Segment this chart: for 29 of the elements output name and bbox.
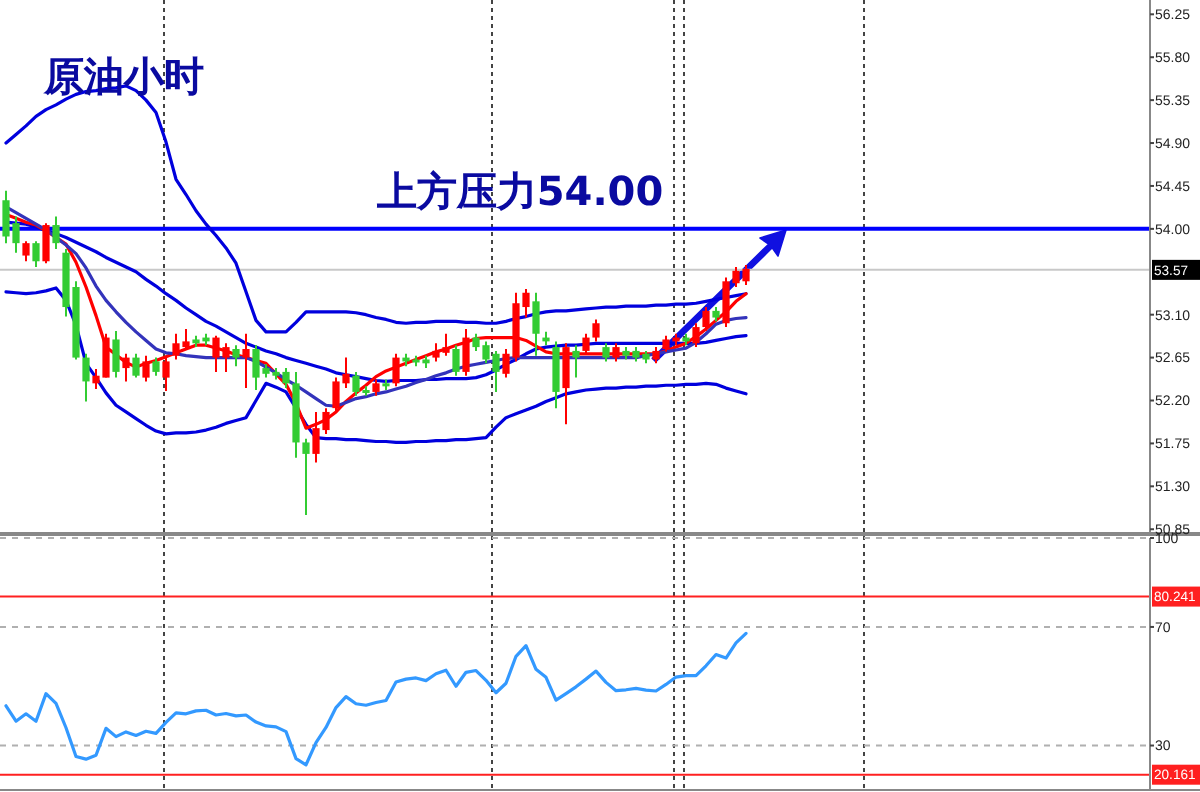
candlestick [242, 332, 250, 390]
candlestick [82, 352, 90, 403]
candlestick [452, 344, 460, 377]
candlestick [702, 306, 710, 332]
text: 原油小时 [42, 52, 204, 100]
candlestick [612, 342, 620, 363]
candlestick [532, 291, 540, 357]
candlestick [232, 344, 240, 368]
candlestick [592, 318, 600, 343]
candlestick [112, 329, 120, 379]
candlestick [602, 342, 610, 363]
candlestick [552, 340, 560, 410]
candlestick [692, 322, 700, 349]
candlestick [142, 354, 150, 383]
candlestick [572, 344, 580, 379]
candlestick [52, 215, 60, 250]
candlestick [582, 332, 590, 355]
candlestick [32, 240, 40, 268]
candlestick [22, 240, 30, 263]
annotation: 上方压力54.00 [374, 166, 664, 215]
candlestick [122, 352, 130, 383]
candlestick [152, 356, 160, 377]
candlestick [392, 352, 400, 388]
candlestick [462, 327, 470, 377]
candlestick [42, 222, 50, 265]
line-series [4, 631, 748, 767]
candlestick [302, 437, 310, 516]
candlestick [162, 356, 170, 392]
candlestick [132, 352, 140, 379]
